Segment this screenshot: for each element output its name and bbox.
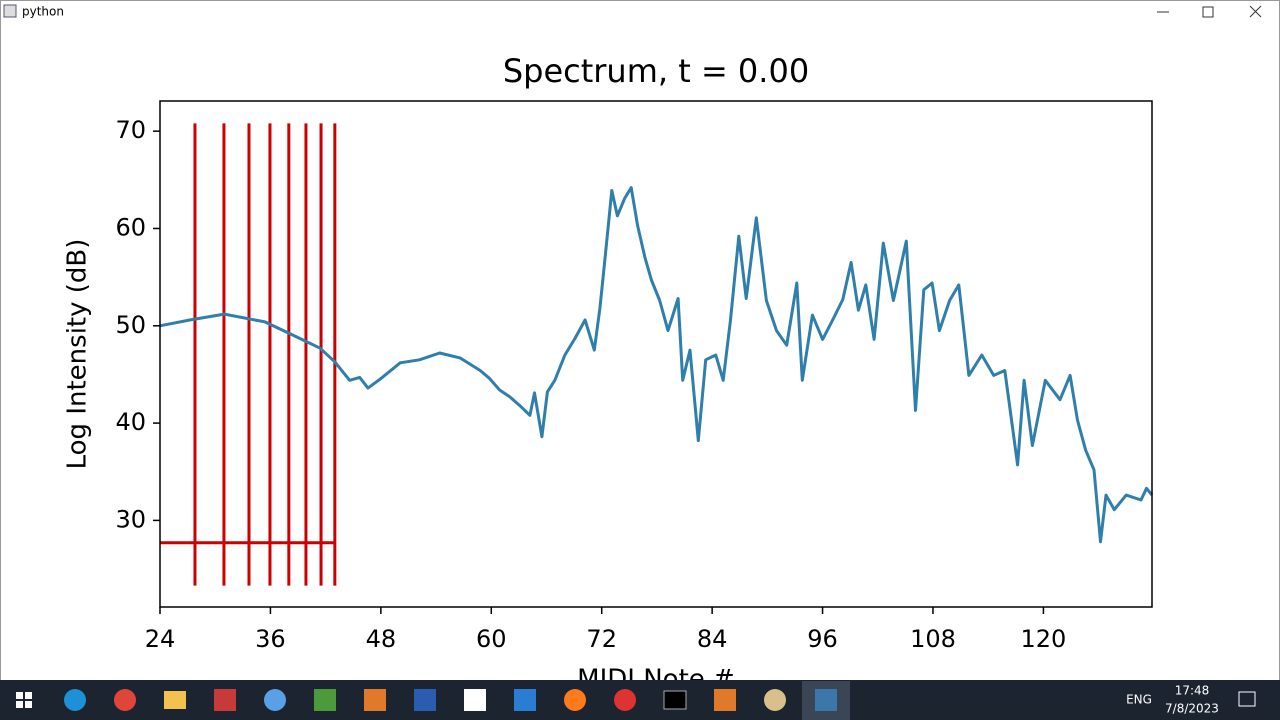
language-indicator[interactable]: ENG	[1126, 693, 1152, 707]
app-icon-3[interactable]	[314, 689, 336, 711]
app-icon-2[interactable]	[264, 689, 286, 711]
x-tick-label: 36	[255, 625, 286, 653]
app-icon-9[interactable]	[714, 689, 736, 711]
y-tick-label: 70	[115, 116, 146, 144]
paint-icon[interactable]	[764, 689, 786, 711]
taskbar-background	[0, 680, 1280, 720]
app-icon-7[interactable]	[514, 689, 536, 711]
y-tick-label: 50	[115, 311, 146, 339]
x-tick-label: 24	[145, 625, 176, 653]
explorer-icon[interactable]	[164, 691, 186, 709]
terminal-icon[interactable]	[663, 690, 687, 710]
taskbar: ENG 17:48 7/8/2023	[0, 680, 1280, 720]
app-icon-1[interactable]	[214, 689, 236, 711]
x-tick-label: 120	[1021, 625, 1067, 653]
spectrum-line	[159, 186, 1154, 544]
app-icon-8[interactable]	[614, 689, 636, 711]
start-button[interactable]	[16, 692, 32, 708]
x-tick-label: 84	[697, 625, 728, 653]
x-tick-label: 72	[586, 625, 617, 653]
x-tick-label: 60	[476, 625, 507, 653]
close-button[interactable]	[1249, 5, 1262, 18]
clock-time[interactable]: 17:48	[1175, 684, 1210, 698]
window-title: python	[22, 5, 64, 19]
app-icon-6[interactable]	[464, 689, 486, 711]
app-icon-5[interactable]	[414, 689, 436, 711]
clock-date[interactable]: 7/8/2023	[1165, 702, 1219, 716]
plot-frame	[159, 100, 1153, 608]
app-icon	[3, 4, 17, 18]
y-tick-label: 30	[115, 505, 146, 533]
title-bar: python	[3, 4, 1262, 19]
app-icon-4[interactable]	[364, 689, 386, 711]
x-tick-label: 108	[910, 625, 956, 653]
firefox-icon[interactable]	[564, 689, 586, 711]
y-tick-label: 40	[115, 408, 146, 436]
chart-title: Spectrum, t = 0.00	[503, 52, 809, 90]
restore-button[interactable]	[1202, 6, 1214, 18]
y-tick-label: 60	[115, 213, 146, 241]
y-axis-label: Log Intensity (dB)	[63, 239, 93, 470]
x-tick-label: 96	[807, 625, 838, 653]
chrome-icon[interactable]	[114, 689, 136, 711]
notifications-button[interactable]	[1238, 691, 1256, 707]
x-tick-label: 48	[366, 625, 397, 653]
python-icon[interactable]	[815, 689, 837, 711]
edge-icon[interactable]	[64, 689, 86, 711]
